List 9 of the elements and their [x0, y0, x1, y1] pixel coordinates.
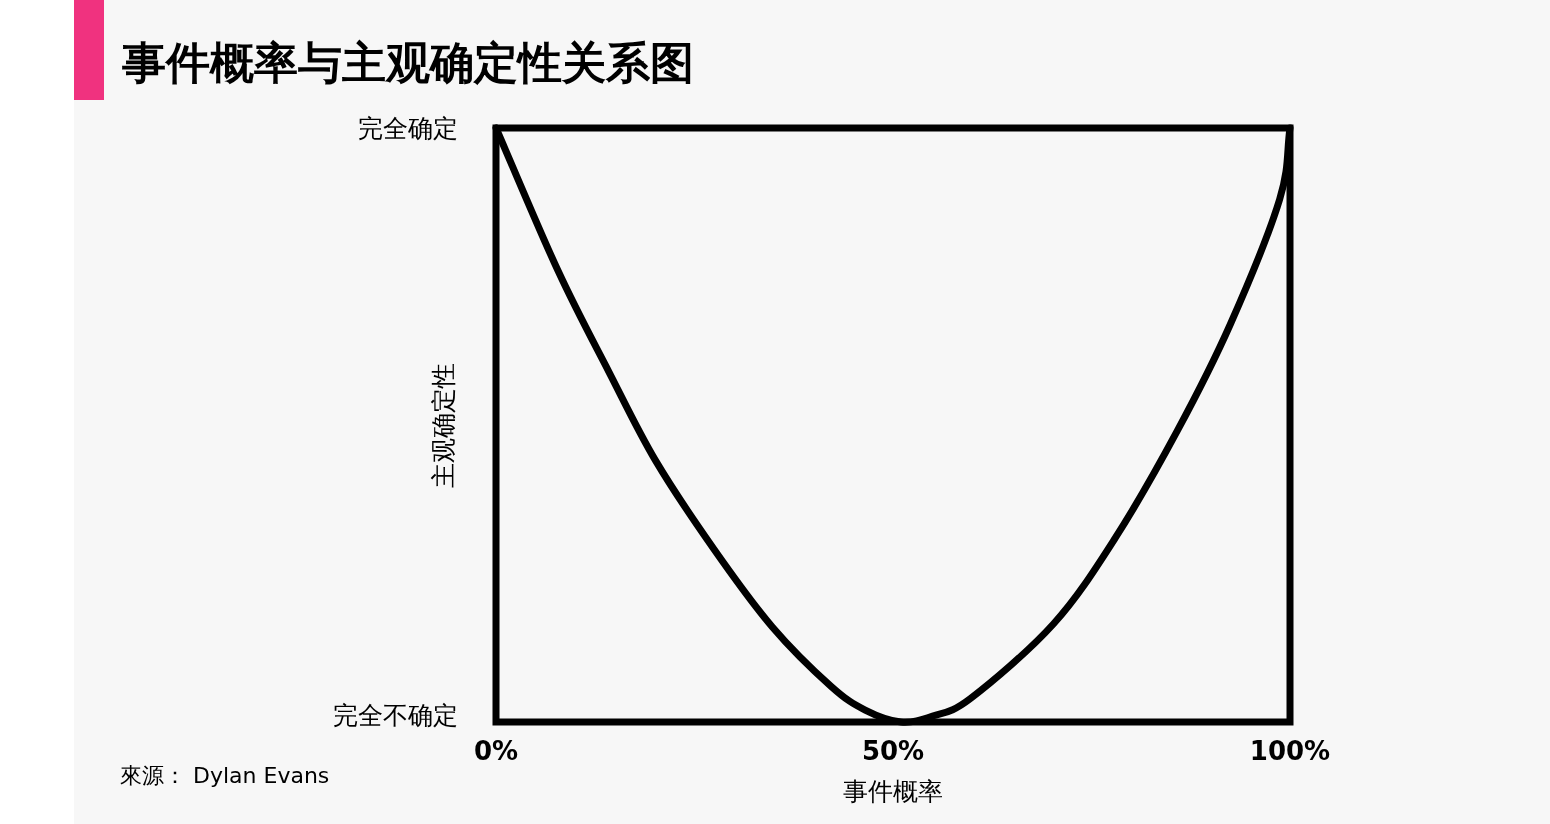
- text: 完全不确定: [333, 701, 458, 730]
- text: 來源： Dylan Evans: [120, 763, 330, 788]
- annotation: 完全确定: [358, 114, 458, 143]
- y-axis-title: 主观确定性: [429, 362, 458, 488]
- x-tick-label: 50%: [861, 736, 925, 766]
- x-tick-label: 100%: [1249, 736, 1331, 766]
- x-tick-label: 0%: [473, 736, 519, 766]
- chart-title: 事件概率与主观确定性关系图: [121, 37, 694, 88]
- x-axis-title: 事件概率: [843, 777, 943, 806]
